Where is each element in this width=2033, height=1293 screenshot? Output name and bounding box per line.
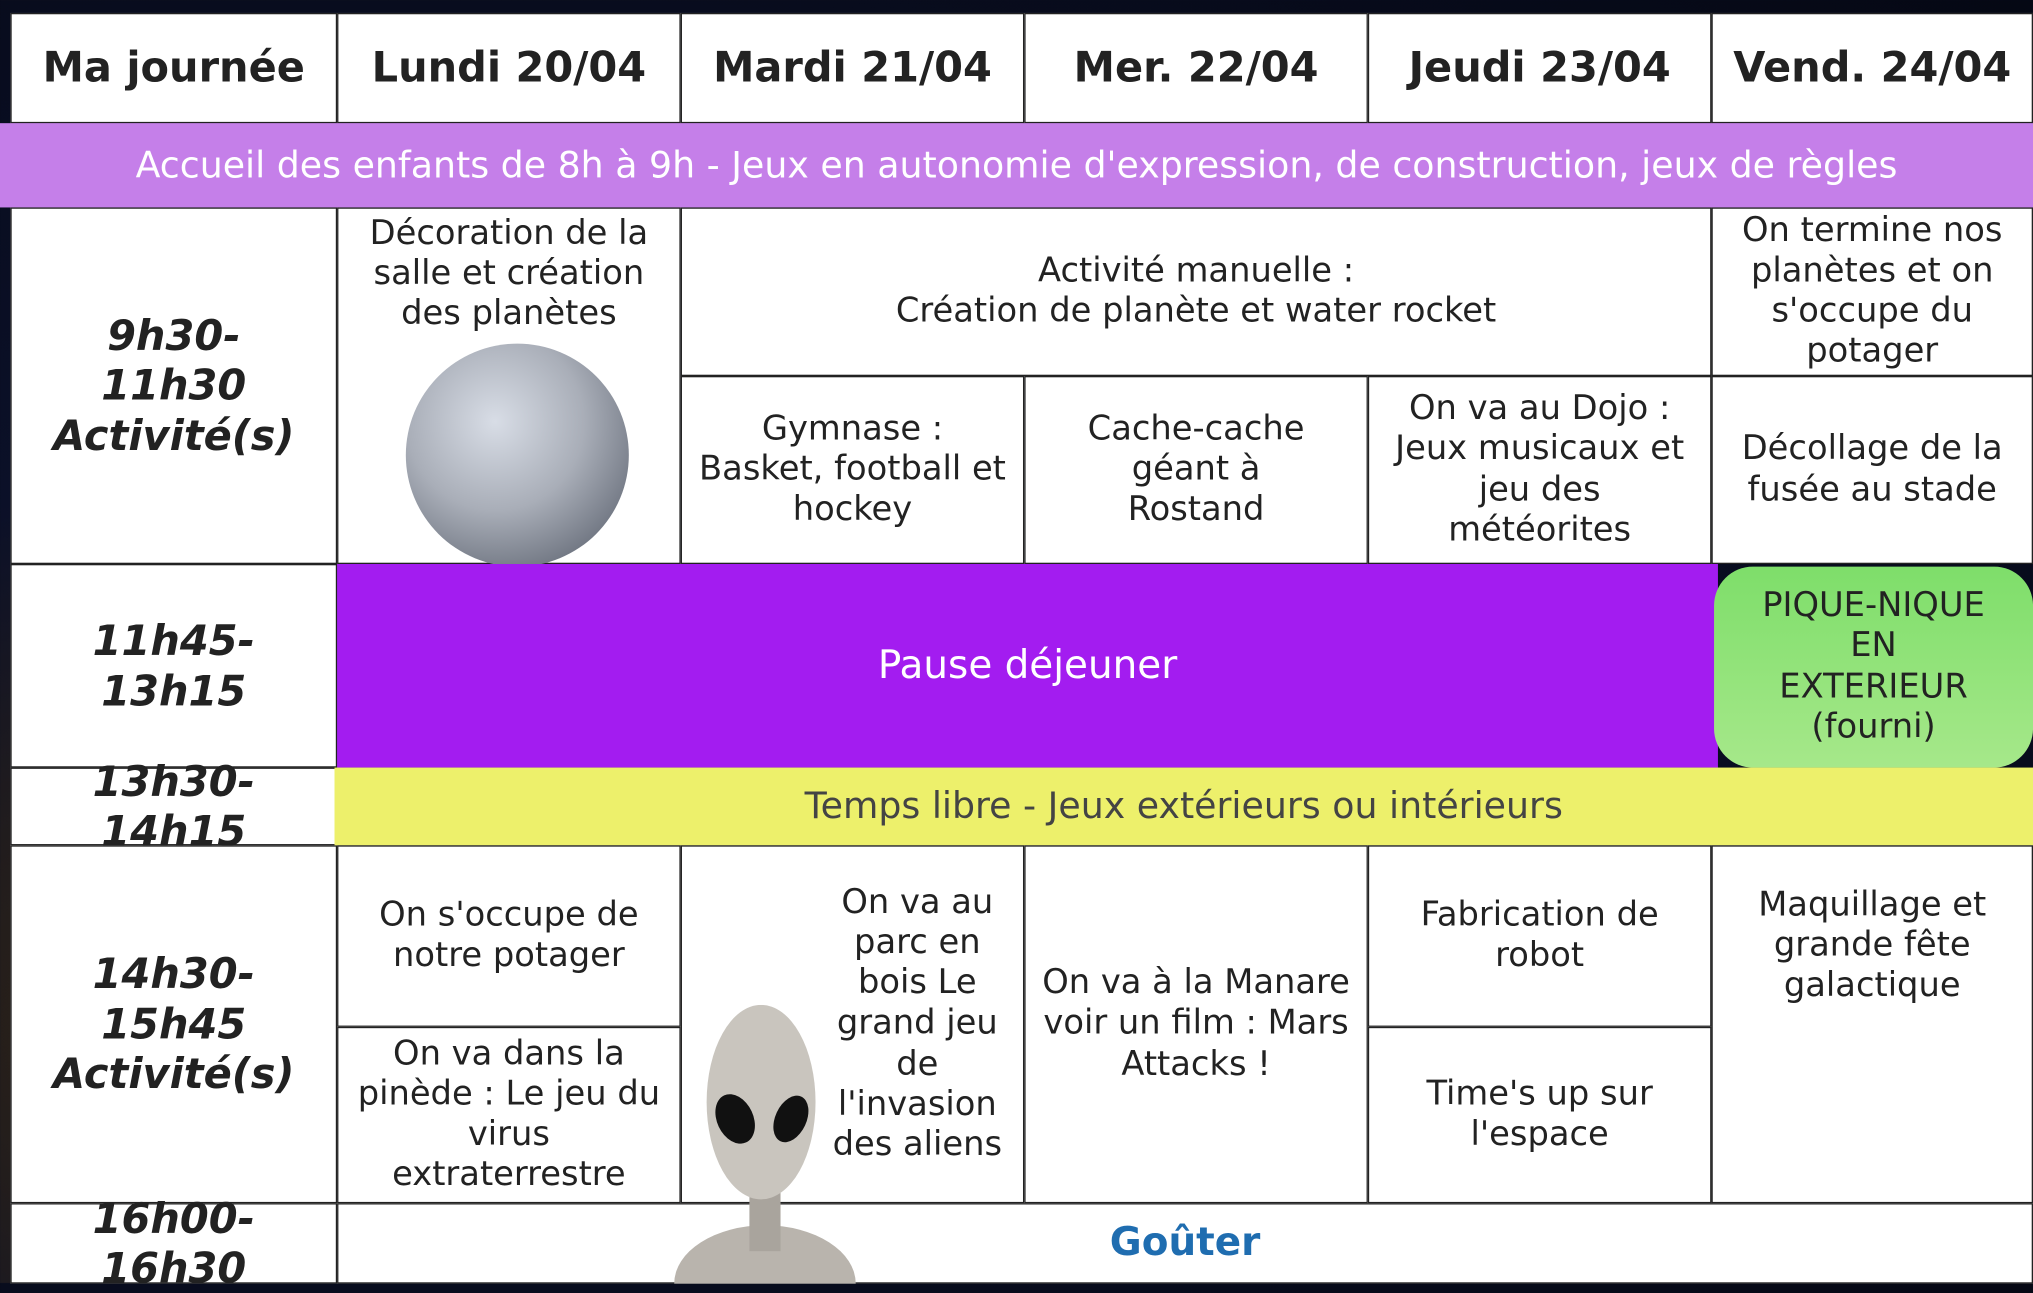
activity-text: Décoration de la salle et création des p…: [369, 213, 649, 334]
activity-title: Activité manuelle :: [1038, 251, 1355, 291]
activity-cell: Décollage de la fusée au stade: [1711, 376, 2033, 565]
time-cell: 9h30-11h30 Activité(s): [10, 207, 338, 565]
header-cell: Ma journée: [10, 12, 338, 124]
lunch-bar: Pause déjeuner: [337, 564, 1718, 768]
activity-cell: On va au parc en bois Le grand jeu de l'…: [680, 845, 1025, 1204]
activity-cell: On va dans la pinède : Le jeu du virus e…: [337, 1026, 681, 1204]
alien-image: [674, 1004, 856, 1284]
time-cell: 16h00-16h30: [10, 1194, 338, 1293]
header-cell: Mardi 21/04: [680, 12, 1025, 124]
time-cell: 13h30-14h15: [10, 757, 338, 856]
activity-cell: Gymnase : Basket, football et hockey: [680, 376, 1025, 565]
header-cell: Vend. 24/04: [1711, 12, 2033, 124]
activity-text: Création de planète et water rocket: [895, 291, 1497, 331]
snack-bar: Goûter: [337, 1203, 2033, 1284]
activity-cell: On va à la Manare voir un film : Mars At…: [1024, 845, 1368, 1204]
alien-eye: [773, 1095, 809, 1143]
header-cell: Mer. 22/04: [1024, 12, 1368, 124]
activity-cell: On s'occupe de notre potager: [337, 845, 681, 1027]
free-time-bar: Temps libre - Jeux extérieurs ou intérie…: [334, 767, 2033, 846]
time-cell: 14h30-15h45 Activité(s): [10, 845, 338, 1204]
activity-cell: Fabrication de robot: [1367, 845, 1712, 1027]
alien-eye: [715, 1094, 755, 1144]
alien-body: [674, 1225, 856, 1284]
welcome-bar: Accueil des enfants de 8h à 9h - Jeux en…: [0, 123, 2033, 208]
activity-cell: On va au Dojo : Jeux musicaux et jeu des…: [1367, 376, 1712, 565]
activity-text: On va au parc en bois Le grand jeu de l'…: [832, 882, 1003, 1165]
activity-cell: Cache-cache géant à Rostand: [1024, 376, 1368, 565]
activity-cell: Décoration de la salle et création des p…: [337, 207, 681, 567]
activity-cell: Time's up sur l'espace: [1367, 1026, 1712, 1204]
time-cell: 11h45-13h15: [10, 564, 338, 768]
moon-image: [405, 343, 629, 567]
header-cell: Jeudi 23/04: [1367, 12, 1712, 124]
alien-head: [706, 1004, 816, 1200]
activity-cell: On termine nos planètes et on s'occupe d…: [1711, 207, 2033, 377]
picnic-badge: PIQUE-NIQUE EN EXTERIEUR (fourni): [1714, 566, 2033, 768]
header-cell: Lundi 20/04: [337, 12, 681, 124]
activity-cell: Activité manuelle : Création de planète …: [680, 207, 1712, 377]
activity-cell: Maquillage et grande fête galactique: [1711, 845, 2033, 1204]
